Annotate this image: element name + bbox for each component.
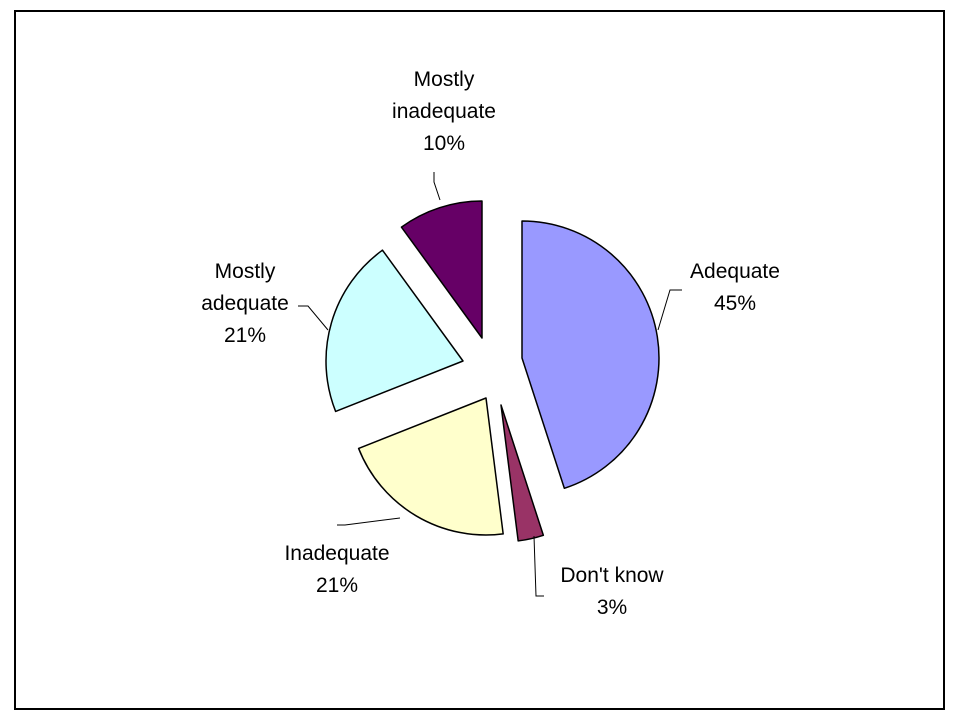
labels-layer: Adequate 45% Don't know 3% Inadequate 21% Most… — [201, 68, 780, 619]
pie-slice-don-t-know — [500, 404, 545, 542]
data-label-don-t-know: Don't know 3% — [560, 564, 664, 619]
pie-slice-inadequate — [357, 397, 504, 536]
pie-slice-adequate — [521, 220, 660, 490]
data-label-mostly-inadequate: Mostly inadequate 10% — [392, 68, 496, 155]
leader-line-mostly-adequate — [298, 305, 329, 331]
leader-line-adequate — [657, 289, 682, 331]
leader-lines-layer — [298, 172, 682, 597]
leader-line-inadequate — [337, 517, 401, 526]
data-label-mostly-adequate: Mostly adequate 21% — [201, 260, 289, 347]
data-label-inadequate: Inadequate 21% — [284, 542, 389, 597]
pie-slice-mostly-adequate — [325, 249, 464, 413]
data-label-adequate: Adequate 45% — [690, 260, 780, 315]
chart-frame — [14, 10, 945, 710]
pie-slice-mostly-inadequate — [400, 200, 483, 339]
slices-layer — [325, 200, 660, 542]
leader-line-don-t-know — [533, 535, 544, 597]
leader-line-mostly-inadequate — [433, 172, 441, 201]
